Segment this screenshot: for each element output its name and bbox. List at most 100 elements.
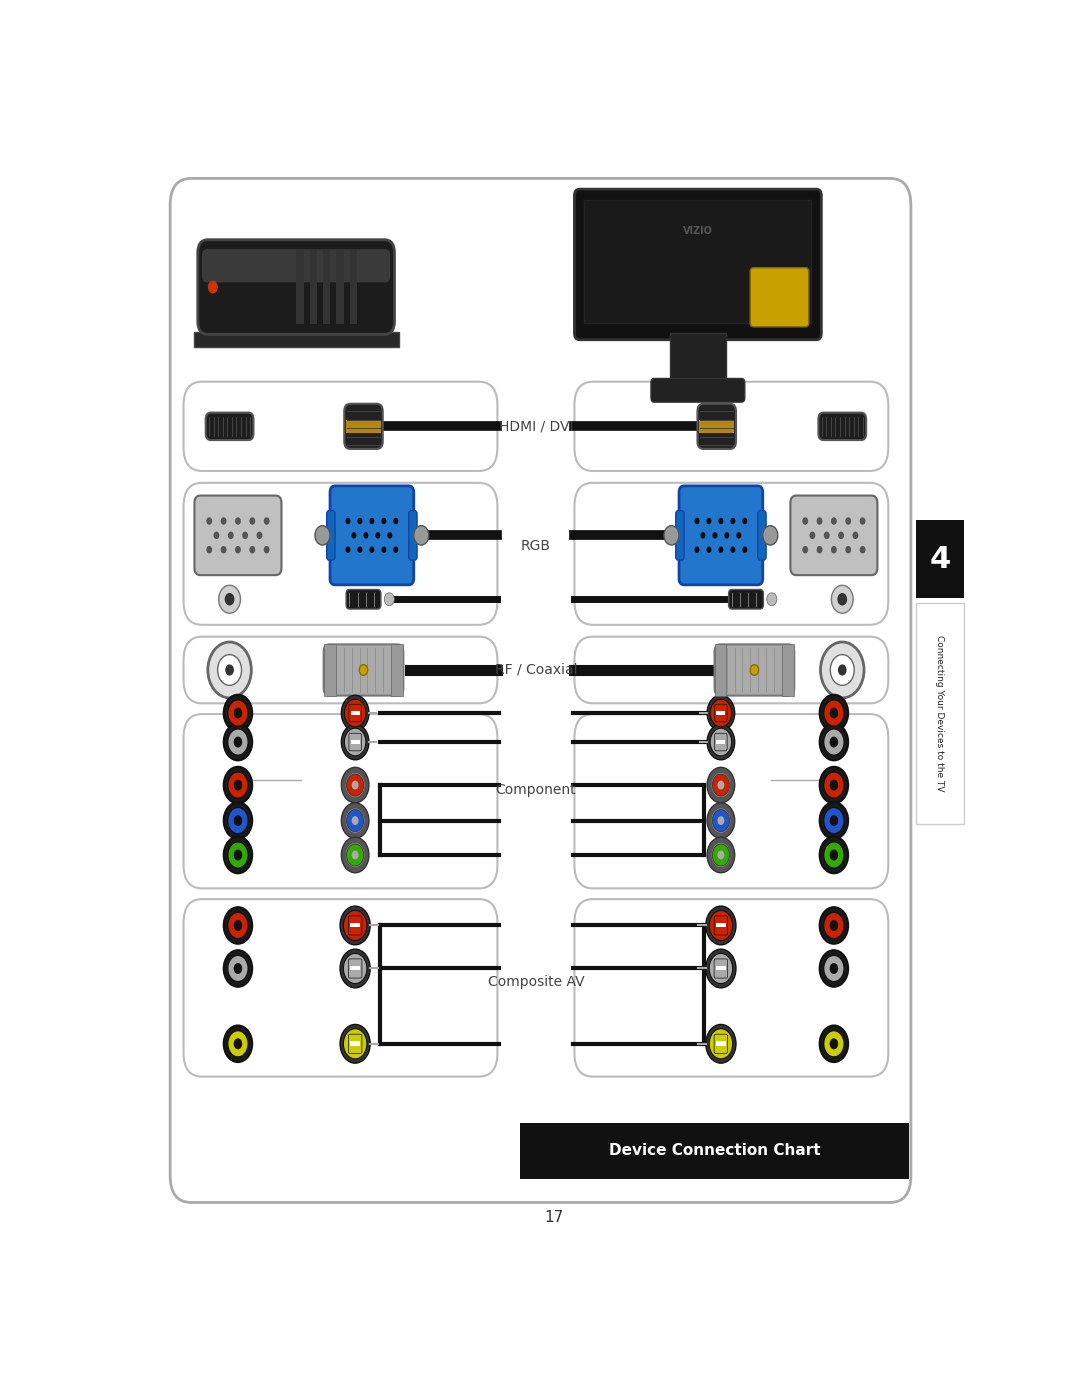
Circle shape xyxy=(802,546,808,553)
Circle shape xyxy=(357,546,363,553)
Circle shape xyxy=(820,767,848,803)
Bar xyxy=(715,644,727,696)
Bar xyxy=(716,923,726,928)
Circle shape xyxy=(352,816,359,826)
Circle shape xyxy=(341,767,369,803)
Circle shape xyxy=(233,921,242,930)
Circle shape xyxy=(369,546,375,553)
Circle shape xyxy=(832,585,853,613)
Circle shape xyxy=(228,773,248,798)
Circle shape xyxy=(706,907,735,944)
FancyBboxPatch shape xyxy=(676,511,684,560)
Bar xyxy=(716,1041,726,1045)
Circle shape xyxy=(228,1031,248,1058)
Circle shape xyxy=(346,773,365,798)
Circle shape xyxy=(341,803,369,838)
Bar xyxy=(716,739,726,743)
FancyBboxPatch shape xyxy=(408,511,417,560)
Circle shape xyxy=(717,851,725,859)
Circle shape xyxy=(846,517,851,525)
Circle shape xyxy=(224,694,253,731)
Circle shape xyxy=(264,546,270,553)
Circle shape xyxy=(224,767,253,803)
Circle shape xyxy=(829,814,838,826)
FancyBboxPatch shape xyxy=(715,644,794,696)
Circle shape xyxy=(224,1025,253,1062)
Circle shape xyxy=(737,532,741,539)
Text: RF / Coaxial: RF / Coaxial xyxy=(495,664,577,678)
Circle shape xyxy=(852,532,859,539)
Circle shape xyxy=(264,517,270,525)
Circle shape xyxy=(233,736,242,747)
Circle shape xyxy=(829,736,838,747)
Text: RGB: RGB xyxy=(521,539,551,553)
Circle shape xyxy=(860,517,865,525)
Circle shape xyxy=(824,842,845,868)
Bar xyxy=(296,250,303,324)
Circle shape xyxy=(829,780,838,791)
Circle shape xyxy=(707,803,734,838)
Circle shape xyxy=(713,810,729,831)
Circle shape xyxy=(206,546,212,553)
Bar xyxy=(670,334,726,386)
FancyBboxPatch shape xyxy=(349,704,362,722)
Circle shape xyxy=(224,724,253,760)
Circle shape xyxy=(347,844,364,866)
Circle shape xyxy=(701,532,705,539)
FancyBboxPatch shape xyxy=(715,733,727,750)
Circle shape xyxy=(235,517,241,525)
Circle shape xyxy=(751,665,758,675)
Circle shape xyxy=(717,781,725,789)
Circle shape xyxy=(218,585,241,613)
Circle shape xyxy=(820,802,848,838)
Circle shape xyxy=(347,774,364,796)
Circle shape xyxy=(345,728,366,756)
Circle shape xyxy=(711,698,731,726)
Text: VIZIO: VIZIO xyxy=(683,226,713,236)
FancyBboxPatch shape xyxy=(819,412,866,440)
Circle shape xyxy=(829,921,838,930)
Circle shape xyxy=(352,781,359,789)
Circle shape xyxy=(820,907,848,944)
Bar xyxy=(351,711,360,715)
Bar xyxy=(350,923,361,928)
Circle shape xyxy=(802,517,808,525)
Circle shape xyxy=(376,532,380,539)
Circle shape xyxy=(341,837,369,873)
FancyBboxPatch shape xyxy=(171,179,910,1203)
Circle shape xyxy=(346,546,351,553)
Circle shape xyxy=(343,911,367,940)
Circle shape xyxy=(345,698,366,726)
Circle shape xyxy=(340,907,370,944)
Circle shape xyxy=(347,810,364,831)
Circle shape xyxy=(831,655,854,686)
Circle shape xyxy=(707,696,734,731)
Circle shape xyxy=(233,707,242,718)
FancyBboxPatch shape xyxy=(345,404,382,448)
Circle shape xyxy=(224,907,253,944)
Bar xyxy=(916,604,963,824)
Circle shape xyxy=(846,546,851,553)
Text: Connecting Your Devices to the TV: Connecting Your Devices to the TV xyxy=(935,636,944,792)
Circle shape xyxy=(414,525,429,545)
Circle shape xyxy=(249,546,255,553)
FancyBboxPatch shape xyxy=(184,483,498,624)
Circle shape xyxy=(228,700,248,726)
Circle shape xyxy=(710,911,732,940)
Circle shape xyxy=(226,665,234,676)
Text: 4: 4 xyxy=(929,545,950,574)
Circle shape xyxy=(742,518,747,524)
Circle shape xyxy=(206,517,212,525)
Bar xyxy=(350,250,357,324)
Circle shape xyxy=(224,837,253,873)
Circle shape xyxy=(233,814,242,826)
Bar xyxy=(584,200,811,323)
FancyBboxPatch shape xyxy=(198,240,394,334)
FancyBboxPatch shape xyxy=(202,249,390,282)
FancyBboxPatch shape xyxy=(698,404,735,448)
Bar xyxy=(716,965,726,971)
Bar xyxy=(521,1123,909,1179)
Bar xyxy=(699,420,734,433)
FancyBboxPatch shape xyxy=(729,590,764,609)
FancyBboxPatch shape xyxy=(651,379,745,402)
